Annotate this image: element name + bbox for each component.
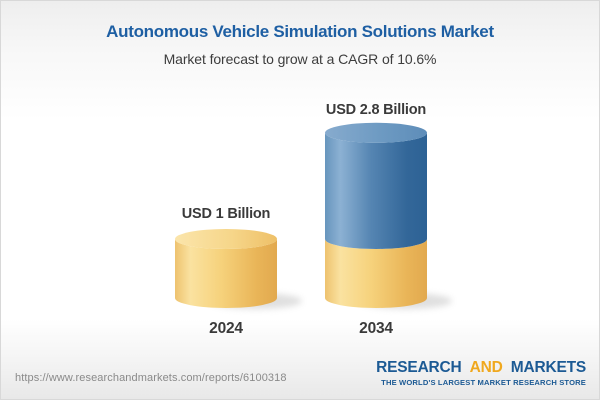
research-and-markets-logo: RESEARCH AND MARKETS THE WORLD'S LARGEST… (376, 359, 586, 387)
logo-tagline: THE WORLD'S LARGEST MARKET RESEARCH STOR… (381, 377, 586, 387)
cylinder-segment-yellow (325, 239, 427, 308)
bar-value-label-2034: USD 2.8 Billion (325, 102, 427, 118)
logo-word-research: RESEARCH (376, 359, 462, 376)
logo-word-markets: MARKETS (510, 359, 586, 376)
cylinder-segment-yellow (175, 239, 277, 308)
cylinder-top-face (175, 229, 277, 249)
logo-wordmark: RESEARCH AND MARKETS (376, 359, 586, 377)
report-url: https://www.researchandmarkets.com/repor… (15, 372, 287, 384)
cylinder-segment-blue (325, 132, 427, 249)
page-subtitle: Market forecast to grow at a CAGR of 10.… (163, 51, 437, 67)
category-label-2034: 2034 (359, 320, 393, 337)
cylinder-bar-2024 (175, 229, 302, 309)
category-label-2024: 2024 (209, 320, 243, 337)
bar-value-label-2024: USD 1 Billion (181, 206, 271, 222)
cylinder-top-face (325, 122, 427, 143)
page-title: Autonomous Vehicle Simulation Solutions … (106, 22, 494, 41)
logo-word-and: AND (469, 359, 503, 376)
cylinder-bar-2034 (325, 122, 452, 309)
